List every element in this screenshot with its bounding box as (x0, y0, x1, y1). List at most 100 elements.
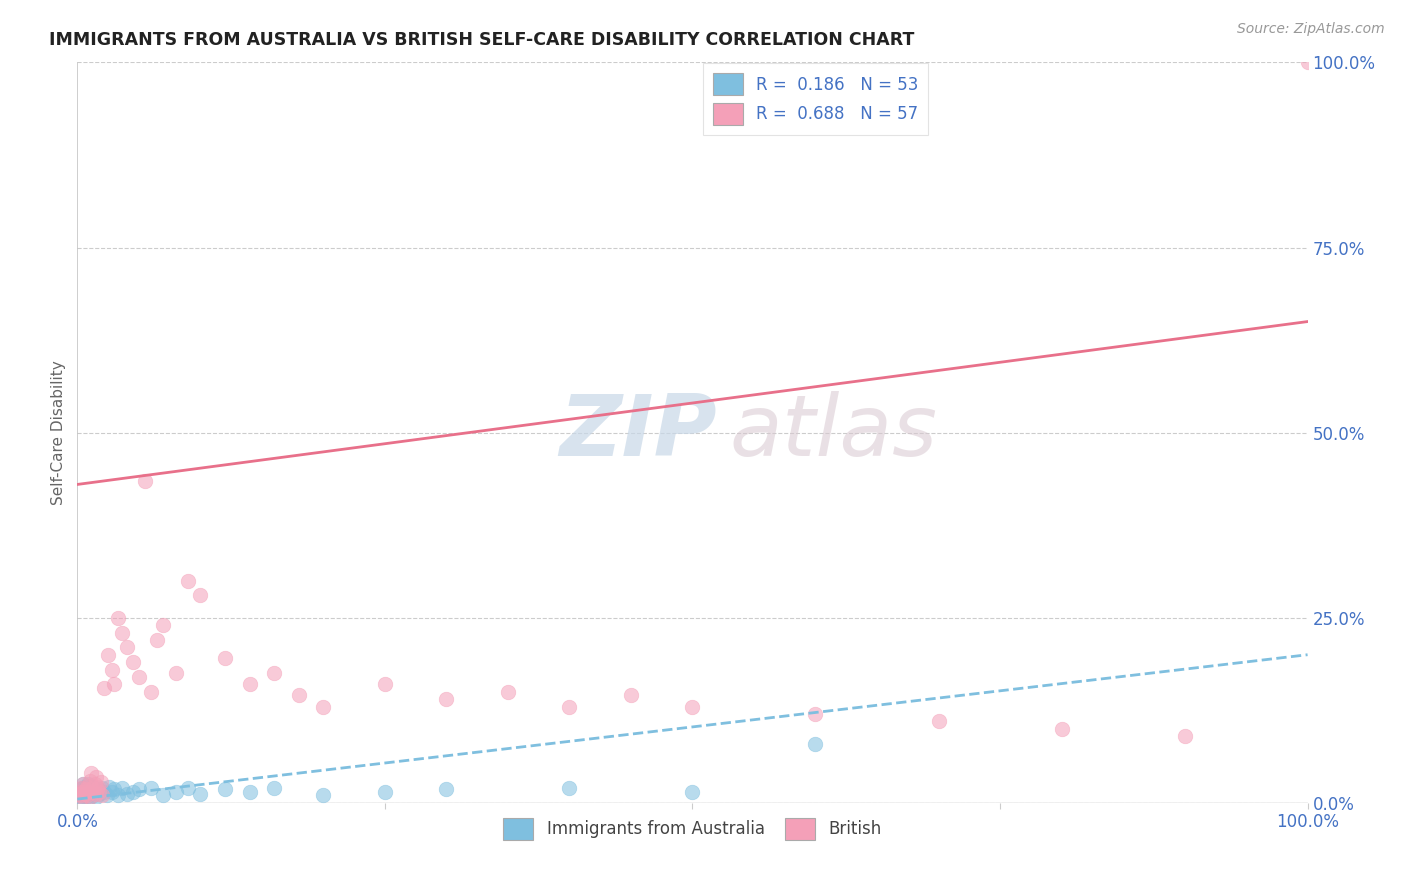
Point (70, 780, 93, 795)
Point (374, 785, 396, 799)
Text: IMMIGRANTS FROM AUSTRALIA VS BRITISH SELF-CARE DISABILITY CORRELATION CHART: IMMIGRANTS FROM AUSTRALIA VS BRITISH SEL… (49, 31, 914, 49)
Point (83, 777, 105, 791)
Point (128, 670, 150, 684)
Point (239, 785, 262, 799)
Point (620, 689, 643, 703)
Point (436, 782, 458, 797)
Point (72, 777, 94, 791)
Point (76, 780, 98, 795)
Point (111, 625, 132, 640)
Point (69, 785, 91, 799)
Point (89, 787, 111, 801)
Point (682, 699, 704, 714)
Point (84, 770, 107, 784)
Point (76, 780, 98, 794)
Point (146, 632, 169, 647)
Point (79, 773, 101, 788)
Point (134, 474, 156, 488)
Point (90, 780, 114, 795)
Point (84, 789, 107, 804)
Point (80, 780, 103, 794)
Point (87, 780, 110, 794)
Point (152, 618, 174, 632)
Point (93, 785, 115, 799)
Point (98, 780, 121, 794)
Point (165, 785, 187, 799)
Text: atlas: atlas (730, 391, 938, 475)
Point (101, 785, 124, 799)
Point (111, 780, 132, 795)
Text: Source: ZipAtlas.com: Source: ZipAtlas.com (1237, 22, 1385, 37)
Point (141, 780, 163, 795)
Point (214, 782, 236, 797)
Point (73, 789, 96, 803)
Point (86, 782, 108, 797)
Point (103, 677, 125, 691)
Point (928, 714, 950, 729)
Point (121, 655, 143, 669)
Point (82, 780, 104, 795)
Point (73, 787, 96, 801)
Point (188, 589, 212, 603)
Point (263, 666, 285, 681)
Point (188, 787, 212, 801)
Point (1296, 55, 1319, 70)
Point (67, 789, 90, 803)
Point (75, 789, 97, 804)
Point (804, 706, 827, 721)
Point (93, 681, 115, 695)
Point (288, 689, 311, 703)
Point (152, 789, 174, 803)
Point (77, 785, 100, 799)
Point (80, 787, 103, 801)
Point (107, 789, 129, 803)
Y-axis label: Self-Care Disability: Self-Care Disability (51, 360, 66, 505)
Point (73, 780, 96, 794)
Point (79, 782, 101, 797)
Point (79, 789, 101, 804)
Point (76, 789, 98, 803)
Point (82, 785, 104, 799)
Point (84, 787, 107, 801)
Point (90, 789, 114, 803)
Point (70, 790, 93, 805)
Point (496, 685, 519, 699)
Point (239, 677, 262, 691)
Point (87, 782, 110, 797)
Point (263, 780, 285, 795)
Point (177, 780, 200, 795)
Point (82, 789, 104, 803)
Point (682, 785, 704, 799)
Point (67, 787, 90, 801)
Point (436, 692, 458, 706)
Point (70, 787, 93, 801)
Legend: Immigrants from Australia, British: Immigrants from Australia, British (496, 812, 889, 847)
Point (312, 699, 335, 714)
Point (101, 663, 124, 677)
Point (804, 737, 827, 751)
Point (121, 785, 143, 799)
Point (107, 610, 129, 624)
Point (374, 677, 396, 691)
Point (214, 651, 236, 665)
Point (128, 782, 150, 797)
Point (558, 780, 581, 795)
Point (165, 666, 187, 681)
Point (69, 785, 91, 799)
Point (90, 775, 112, 789)
Point (1050, 722, 1073, 736)
Point (72, 785, 94, 799)
Point (312, 789, 335, 803)
Point (77, 777, 100, 791)
Point (89, 785, 111, 799)
Point (79, 789, 101, 804)
Point (72, 777, 94, 791)
Point (86, 785, 108, 799)
Point (70, 782, 93, 797)
Point (97, 648, 120, 662)
Point (558, 699, 581, 714)
Point (76, 787, 98, 801)
Point (115, 640, 138, 655)
Point (83, 780, 105, 795)
Point (1174, 729, 1197, 743)
